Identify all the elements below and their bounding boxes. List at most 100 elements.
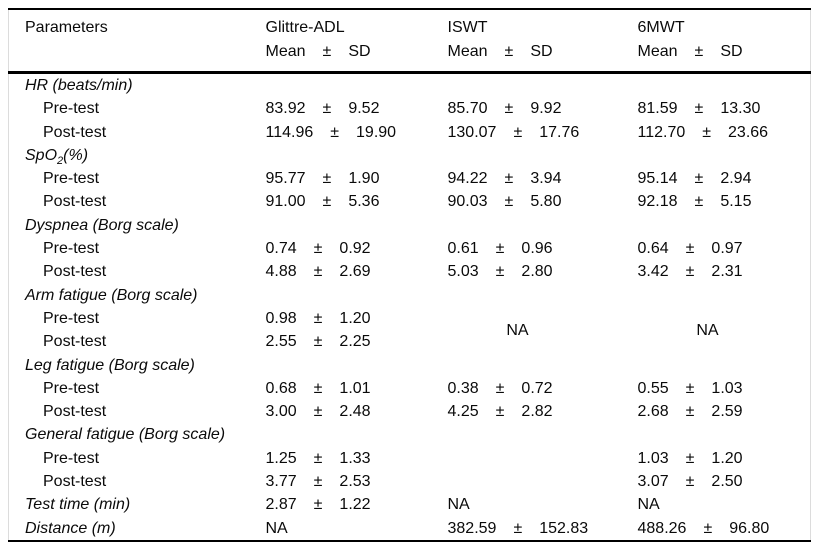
sd-value: 2.82: [521, 403, 553, 421]
param-group-label: SpO2(%): [25, 146, 89, 168]
plus-minus-icon: ±: [313, 403, 323, 421]
plus-minus-icon: ±: [694, 100, 704, 118]
sd-value: 2.25: [339, 333, 371, 351]
param-group-label: Arm fatigue (Borg scale): [25, 286, 198, 304]
sd-value: 1.03: [711, 379, 743, 397]
na-value: NA: [265, 519, 288, 537]
plus-minus-icon: ±: [313, 379, 323, 397]
plus-minus-icon: ±: [685, 240, 695, 258]
value-cell-6mwt: 488.26 ±96.80: [638, 517, 811, 541]
value-cell-6mwt: 3.42 ±2.31: [638, 260, 811, 283]
sd-label: SD: [348, 43, 371, 60]
sd-value: 1.33: [339, 449, 371, 467]
value-cell-6mwt: 112.70 ±23.66: [638, 121, 811, 144]
sd-value: 2.80: [521, 263, 553, 281]
subheader-6mwt: Mean ± SD: [637, 38, 811, 74]
table-row: Post-test 4.88 ±2.69 5.03 ±2.80 3.42 ±2.31: [9, 260, 811, 283]
value-cell-glittre: 1.25 ±1.33: [266, 447, 448, 470]
value-cell-iswt: 5.03 ±2.80: [448, 260, 638, 283]
value-cell-glittre: 3.77 ±2.53: [266, 470, 448, 493]
mean-value: 0.74: [265, 240, 297, 258]
value-cell-glittre: 2.55 ±2.25: [266, 330, 448, 353]
mean-value: 94.22: [447, 170, 488, 188]
na-cell-6mwt: NA: [638, 493, 811, 516]
plus-minus-icon: ±: [495, 263, 505, 281]
mean-value: 2.68: [637, 403, 669, 421]
value-cell-6mwt: 92.18 ±5.15: [638, 190, 811, 213]
plus-minus-icon: ±: [694, 43, 704, 60]
param-sub-label: Pre-test: [43, 240, 100, 258]
sd-value: 0.96: [521, 240, 553, 258]
na-cell-iswt: NA: [448, 307, 638, 354]
mean-value: 130.07: [447, 123, 497, 141]
mean-value: 3.07: [637, 473, 669, 491]
param-group-label: Leg fatigue (Borg scale): [25, 356, 195, 374]
results-table: Parameters Glittre-ADL ISWT 6MWT Mean ± …: [8, 8, 811, 542]
param-sub-label: Post-test: [43, 263, 107, 281]
param-sub-label: Pre-test: [43, 170, 100, 188]
table-row-distance: Distance (m) NA 382.59 ±152.83 488.26 ±96.…: [9, 517, 811, 541]
mean-value: 382.59: [447, 519, 497, 537]
plus-minus-icon: ±: [313, 263, 323, 281]
sd-value: 2.53: [339, 473, 371, 491]
mean-value: 90.03: [447, 193, 488, 211]
plus-minus-icon: ±: [495, 379, 505, 397]
table-row: Post-test 3.00 ±2.48 4.25 ±2.82 2.68 ±2.59: [9, 400, 811, 423]
mean-value: 2.87: [265, 496, 297, 514]
mean-value: 112.70: [637, 123, 686, 141]
param-group-label: Dyspnea (Borg scale): [25, 216, 179, 234]
sd-value: 17.76: [539, 123, 580, 141]
param-sub-label: Pre-test: [43, 309, 100, 327]
table-row-group-arm-fatigue: Arm fatigue (Borg scale): [9, 284, 811, 307]
plus-minus-icon: ±: [313, 496, 323, 514]
mean-value: 83.92: [265, 100, 306, 118]
sd-value: 9.92: [530, 100, 562, 118]
value-cell-iswt: 4.25 ±2.82: [448, 400, 638, 423]
sd-value: 2.69: [339, 263, 371, 281]
plus-minus-icon: ±: [313, 240, 323, 258]
value-cell-6mwt: 1.03 ±1.20: [638, 447, 811, 470]
sd-value: 2.94: [720, 170, 752, 188]
sd-value: 3.94: [530, 170, 562, 188]
table-row: Post-test 2.55 ±2.25: [9, 330, 811, 353]
table-row: Pre-test 0.98 ±1.20 NA NA: [9, 307, 811, 339]
table-row-group-leg-fatigue: Leg fatigue (Borg scale): [9, 354, 811, 377]
na-value: NA: [637, 496, 660, 514]
plus-minus-icon: ±: [322, 43, 332, 60]
sd-value: 2.59: [711, 403, 743, 421]
plus-minus-icon: ±: [322, 170, 332, 188]
na-cell-glittre: NA: [266, 517, 448, 541]
value-cell-iswt: 0.61 ±0.96: [448, 237, 638, 260]
table-row-group-spo2: SpO2(%): [9, 144, 811, 167]
sd-value: 23.66: [728, 123, 769, 141]
na-value: NA: [506, 321, 529, 339]
plus-minus-icon: ±: [313, 333, 323, 351]
table-row: Pre-test 0.68 ±1.01 0.38 ±0.72 0.55 ±1.03: [9, 377, 811, 400]
plus-minus-icon: ±: [504, 43, 514, 60]
param-group-label: HR (beats/min): [25, 77, 133, 94]
mean-value: 5.03: [447, 263, 479, 281]
table-subheader-row: Mean ± SD Mean ± SD Mean ± SD: [8, 38, 811, 74]
table-row: Post-test 3.77 ±2.53 3.07 ±2.50: [9, 470, 811, 493]
plus-minus-icon: ±: [313, 473, 323, 491]
sd-value: 1.90: [348, 170, 380, 188]
table-row: Pre-test 1.25 ±1.33 1.03 ±1.20: [9, 447, 811, 470]
mean-value: 0.61: [447, 240, 479, 258]
param-sub-label: Post-test: [43, 403, 107, 421]
table-row-test-time: Test time (min) 2.87 ±1.22 NA NA: [9, 493, 811, 516]
mean-value: 2.55: [265, 333, 297, 351]
value-cell-glittre: 114.96 ±19.90: [266, 121, 448, 144]
column-header-iswt: ISWT: [447, 19, 488, 36]
plus-minus-icon: ±: [313, 449, 323, 467]
mean-value: 0.55: [637, 379, 669, 397]
sd-value: 1.01: [339, 379, 371, 397]
na-cell-6mwt: NA: [638, 307, 811, 354]
mean-value: 0.38: [447, 379, 479, 397]
value-cell-glittre: 83.92 ±9.52: [266, 97, 448, 120]
sd-value: 0.97: [711, 240, 743, 258]
value-cell-6mwt: 3.07 ±2.50: [638, 470, 811, 493]
mean-value: 114.96: [265, 123, 314, 141]
mean-value: 3.42: [637, 263, 669, 281]
sd-label: SD: [530, 43, 553, 60]
